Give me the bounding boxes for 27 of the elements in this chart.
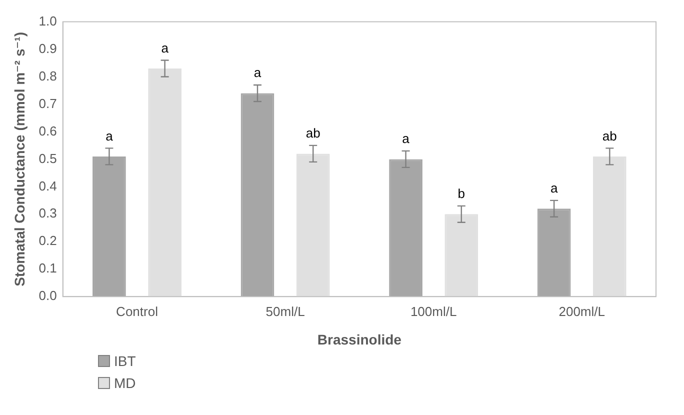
data-label: a xyxy=(106,128,114,144)
x-tick-label: 50ml/L xyxy=(266,304,305,319)
x-tick-label: 200ml/L xyxy=(558,304,605,319)
y-tick-label: 0.4 xyxy=(38,178,57,194)
x-axis-title: Brassinolide xyxy=(317,331,402,348)
data-label: a xyxy=(550,180,558,196)
y-tick-label: 0.0 xyxy=(38,288,57,304)
data-label: b xyxy=(458,186,465,201)
data-label: ab xyxy=(306,126,320,141)
y-tick-label: 0.6 xyxy=(38,123,57,138)
y-tick-label: 0.3 xyxy=(38,206,57,221)
y-tick-label: 0.8 xyxy=(38,68,57,84)
y-axis-title: Stomatal Conductance (mmol m⁻² s⁻¹) xyxy=(11,32,28,286)
y-tick-label: 0.1 xyxy=(38,260,57,276)
data-label: ab xyxy=(602,128,617,144)
data-label: a xyxy=(161,40,170,56)
y-tick-label: 1.0 xyxy=(38,13,57,28)
x-tick-label: 100ml/L xyxy=(410,304,457,319)
y-tick-label: 0.7 xyxy=(38,96,57,111)
data-label: a xyxy=(254,65,262,80)
y-tick-label: 0.5 xyxy=(38,150,57,166)
x-tick-label: Control xyxy=(116,304,158,319)
y-tick-label: 0.2 xyxy=(38,233,57,248)
data-label: a xyxy=(402,131,410,146)
legend-label: IBT xyxy=(114,353,136,369)
legend-label: MD xyxy=(114,375,136,391)
y-tick-label: 0.9 xyxy=(38,40,57,56)
